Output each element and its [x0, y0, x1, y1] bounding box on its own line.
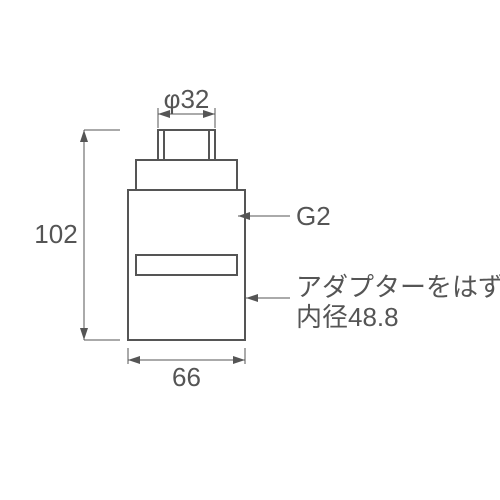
callout-note-line1: アダプターをはずすと [296, 272, 500, 302]
callout-g2: G2 [238, 201, 331, 231]
callout-g2-label: G2 [296, 201, 331, 231]
callout-note-line2: 内径48.8 [296, 302, 399, 332]
dim-diameter-top: φ32 [158, 84, 215, 128]
part-mid [136, 160, 237, 190]
part-waist-groove [136, 255, 237, 275]
part-neck [158, 130, 215, 160]
dim-width-bottom: 66 [128, 348, 245, 392]
dim-height-left: 102 [34, 130, 120, 340]
part-outline [128, 130, 245, 340]
part-body [128, 190, 245, 340]
dim-height-left-label: 102 [34, 219, 77, 249]
dim-diameter-top-label: φ32 [164, 84, 210, 114]
technical-drawing: φ32 102 66 G2 アダプターをはずすと 内径48.8 [0, 0, 500, 500]
callout-note: アダプターをはずすと 内径48.8 [246, 272, 500, 332]
dim-width-bottom-label: 66 [172, 362, 201, 392]
